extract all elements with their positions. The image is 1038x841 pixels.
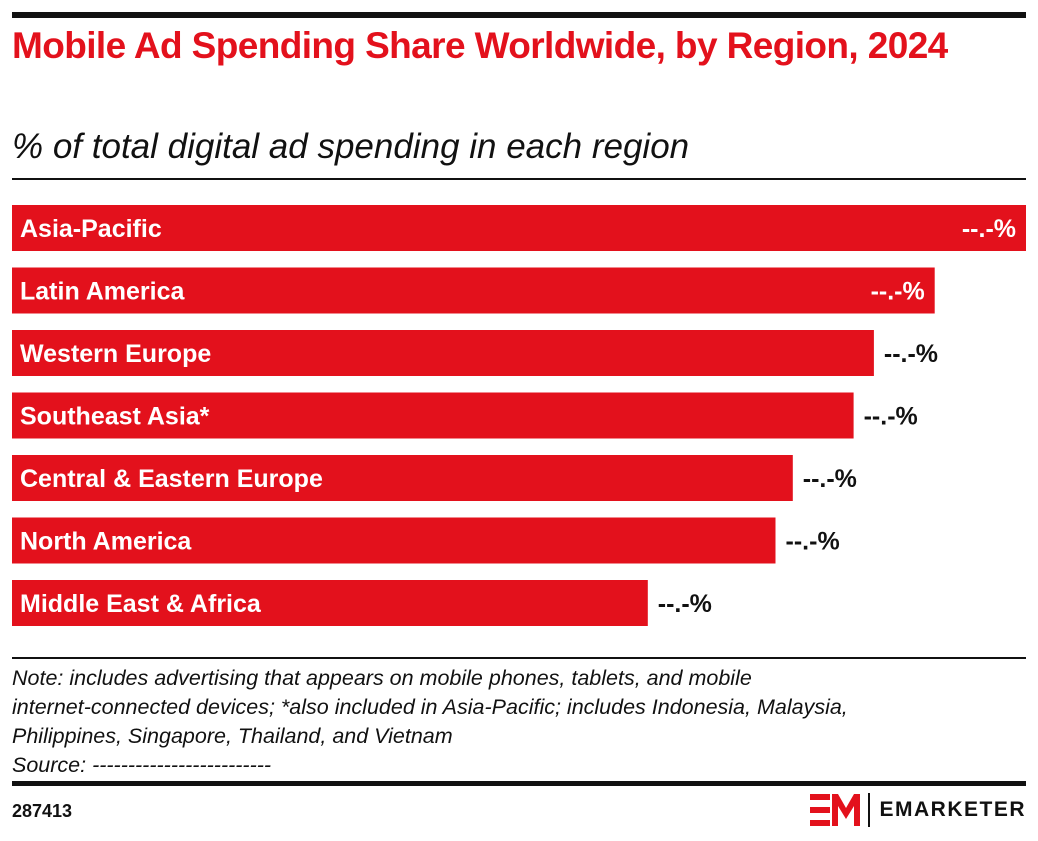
- subtitle-rule: [12, 178, 1026, 180]
- chart-subtitle: % of total digital ad spending in each r…: [12, 127, 690, 166]
- value-label: --.-%: [658, 590, 712, 618]
- note-line: internet-connected devices; *also includ…: [12, 695, 848, 719]
- note-line: Philippines, Singapore, Thailand, and Vi…: [12, 724, 453, 748]
- bar: [12, 267, 935, 314]
- category-label: North America: [20, 528, 192, 556]
- category-label: Middle East & Africa: [20, 590, 262, 618]
- brand-name: EMARKETER: [879, 798, 1026, 821]
- bar: [12, 205, 1026, 251]
- value-label: --.-%: [864, 403, 918, 431]
- bar: [12, 392, 854, 439]
- source-line: Source: -------------------------: [12, 753, 272, 777]
- value-label: --.-%: [962, 215, 1016, 243]
- note-line: Note: includes advertising that appears …: [12, 666, 752, 690]
- bar: [12, 517, 776, 564]
- category-label: Western Europe: [20, 340, 211, 368]
- em-logo-icon: [810, 794, 861, 826]
- chart-title: Mobile Ad Spending Share Worldwide, by R…: [12, 25, 948, 66]
- note-rule: [12, 657, 1026, 659]
- value-label: --.-%: [786, 528, 840, 556]
- category-label: Asia-Pacific: [20, 215, 162, 243]
- bottom-rule: [12, 781, 1026, 786]
- bar: [12, 580, 648, 626]
- brand-logo: EMARKETER: [810, 792, 1026, 828]
- category-label: Latin America: [20, 278, 186, 306]
- top-rule: [12, 12, 1026, 18]
- value-label: --.-%: [803, 465, 857, 493]
- brand-divider: [868, 793, 871, 827]
- category-label: Southeast Asia*: [20, 403, 210, 431]
- value-label: --.-%: [871, 278, 925, 306]
- bar-chart: Asia-Pacific --.-% Latin America --.-% Weste…: [12, 205, 1026, 626]
- bar: [12, 455, 793, 501]
- category-label: Central & Eastern Europe: [20, 465, 323, 493]
- value-label: --.-%: [884, 340, 938, 368]
- bar: [12, 330, 874, 376]
- chart-note: Note: includes advertising that appears …: [12, 664, 1022, 780]
- chart-id: 287413: [12, 801, 73, 821]
